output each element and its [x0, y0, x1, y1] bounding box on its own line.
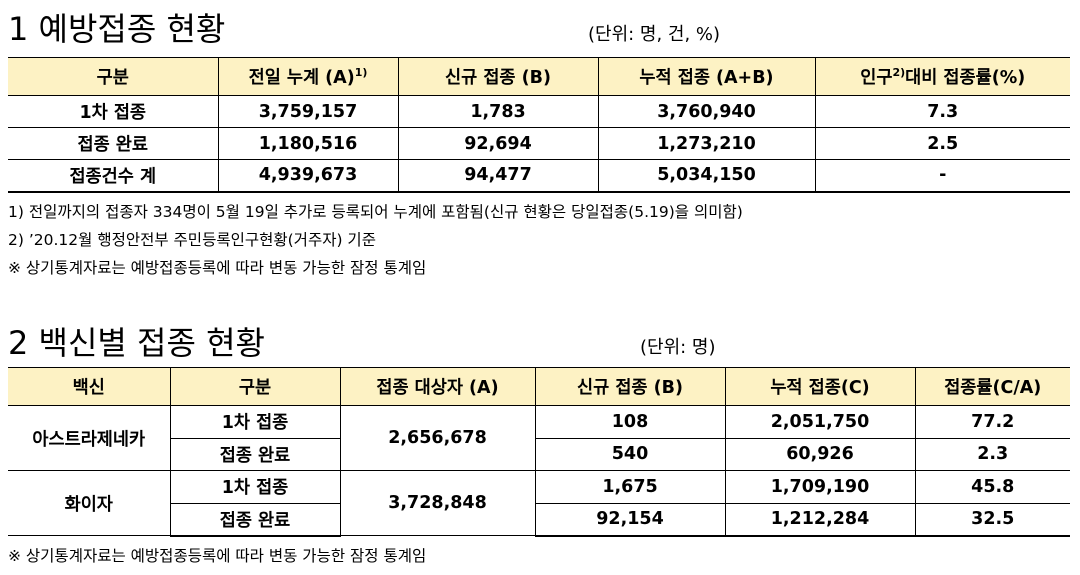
row: 접종건수 계 4,939,673 94,477 5,034,150- [8, 159, 1070, 193]
header-cell: 신규 접종 (B) [534, 367, 726, 406]
row: 접종 완료 92,154 1,212,284 32.5 [8, 502, 1070, 537]
cell: 3,759,157 [217, 95, 399, 128]
header-row: 백신 구분 접종 대상자 (A) 신규 접종 (B) 누적 접종(C) 접종률(C/A) [8, 367, 1070, 406]
header-cell: 구분 [169, 367, 341, 406]
cell: 77.2 [914, 405, 1070, 439]
cell: 1,273,210 [597, 127, 816, 160]
footnote-mark: 1) [354, 66, 368, 80]
footnote-mark: 2) [892, 66, 906, 80]
cell: 32.5 [914, 502, 1070, 537]
cell: 1,783 [397, 95, 599, 128]
cell: 3,760,940 [597, 95, 816, 128]
cell: 108 [534, 405, 726, 439]
row: 화이자 1차 접종 3,728,848 1,675 1,709,190 45.8 [8, 470, 1070, 536]
cell: 접종 완료 [170, 437, 341, 471]
header-cell: 접종 대상자 (A) [339, 367, 536, 406]
cell: 92,694 [397, 127, 599, 160]
header-cell: 누적 접종(C) [724, 367, 916, 406]
cell: 1차 접종 [8, 95, 219, 128]
header-row: 구분 전일 누계 (A)1) 신규 접종 (B) 누적 접종 (A+B) 인구2)대비 … [8, 57, 1070, 96]
note: ※ 상기통계자료는 예방접종등록에 따라 변동 가능한 잠정 통계임 [8, 259, 427, 277]
cell: 접종 완료 [8, 127, 219, 160]
section-title: 2 백신별 접종 현황 [8, 324, 265, 362]
cell: 1,709,190 [724, 470, 916, 504]
cell: 1,675 [534, 470, 726, 504]
header-text: 인구 [860, 68, 893, 88]
row: 1차 접종 3,759,157 1,783 3,760,940 7.3 [8, 95, 1070, 128]
table: 백신 구분 접종 대상자 (A) 신규 접종 (B) 누적 접종(C) 접종률(C/A) 아… [8, 367, 1070, 537]
cell: 1차 접종 [169, 405, 341, 439]
table: 구분 전일 누계 (A)1) 신규 접종 (B) 누적 접종 (A+B) 인구2)대비 … [8, 57, 1070, 193]
header-text: 누적 접종 (A+B) [639, 68, 774, 88]
cell: 접종건수 계 [8, 159, 219, 193]
header-cell: 백신 [8, 367, 171, 406]
header-text: 신규 접종 (B) [445, 68, 551, 88]
header-cell: 신규 접종 (B) [397, 57, 599, 96]
unit-label: (단위: 명) [640, 337, 716, 358]
cell: 45.8 [914, 470, 1070, 504]
cell: 60,926 [724, 437, 916, 471]
header-cell: 인구2)대비 접종률(%) [814, 57, 1070, 96]
cell: 2.3 [914, 437, 1070, 471]
header-cell: 구분 [8, 57, 219, 96]
cell: 540 [534, 437, 726, 471]
unit-label: (단위: 명, 건, %) [588, 24, 721, 45]
note: 2) ’20.12월 행정안전부 주민등록인구현황(거주자) 기준 [8, 231, 376, 249]
header-text: 대비 접종률(%) [905, 68, 1026, 88]
cell: 92,154 [534, 502, 726, 537]
notes: 1) 전일까지의 접종자 334명이 5월 19일 추가로 등록되어 누계에 포… [8, 200, 743, 284]
cell: 1,212,284 [724, 502, 916, 537]
cell: - [814, 159, 1070, 193]
row: 아스트라제네카 1차 접종 2,656,678 108 2,051,750 77.2 [8, 405, 1070, 471]
target-cell: 3,728,848 [339, 470, 536, 536]
cell: 2,051,750 [724, 405, 916, 439]
section-title: 1 예방접종 현황 [8, 10, 226, 48]
note: ※ 상기통계자료는 예방접종등록에 따라 변동 가능한 잠정 통계임 [8, 547, 427, 565]
cell: 접종 완료 [170, 502, 341, 537]
vaccine-cell: 아스트라제네카 [8, 405, 171, 471]
row: 접종 완료 1,180,516 92,694 1,273,210 2.5 [8, 127, 1070, 160]
header-text: 전일 누계 (A) [248, 68, 355, 88]
cell: 4,939,673 [217, 159, 399, 193]
cell: 2.5 [814, 127, 1070, 160]
cell: 5,034,150 [597, 159, 816, 193]
header-text: 구분 [96, 68, 129, 88]
cell: 1차 접종 [169, 470, 341, 504]
cell: 7.3 [814, 95, 1070, 128]
vaccine-cell: 화이자 [8, 470, 171, 536]
target-cell: 2,656,678 [339, 405, 536, 471]
note: 1) 전일까지의 접종자 334명이 5월 19일 추가로 등록되어 누계에 포… [8, 203, 743, 221]
header-cell: 누적 접종 (A+B) [597, 57, 816, 96]
cell: 94,477 [397, 159, 599, 193]
header-cell: 접종률(C/A) [914, 367, 1070, 406]
cell: 1,180,516 [217, 127, 399, 160]
header-cell: 전일 누계 (A)1) [217, 57, 399, 96]
